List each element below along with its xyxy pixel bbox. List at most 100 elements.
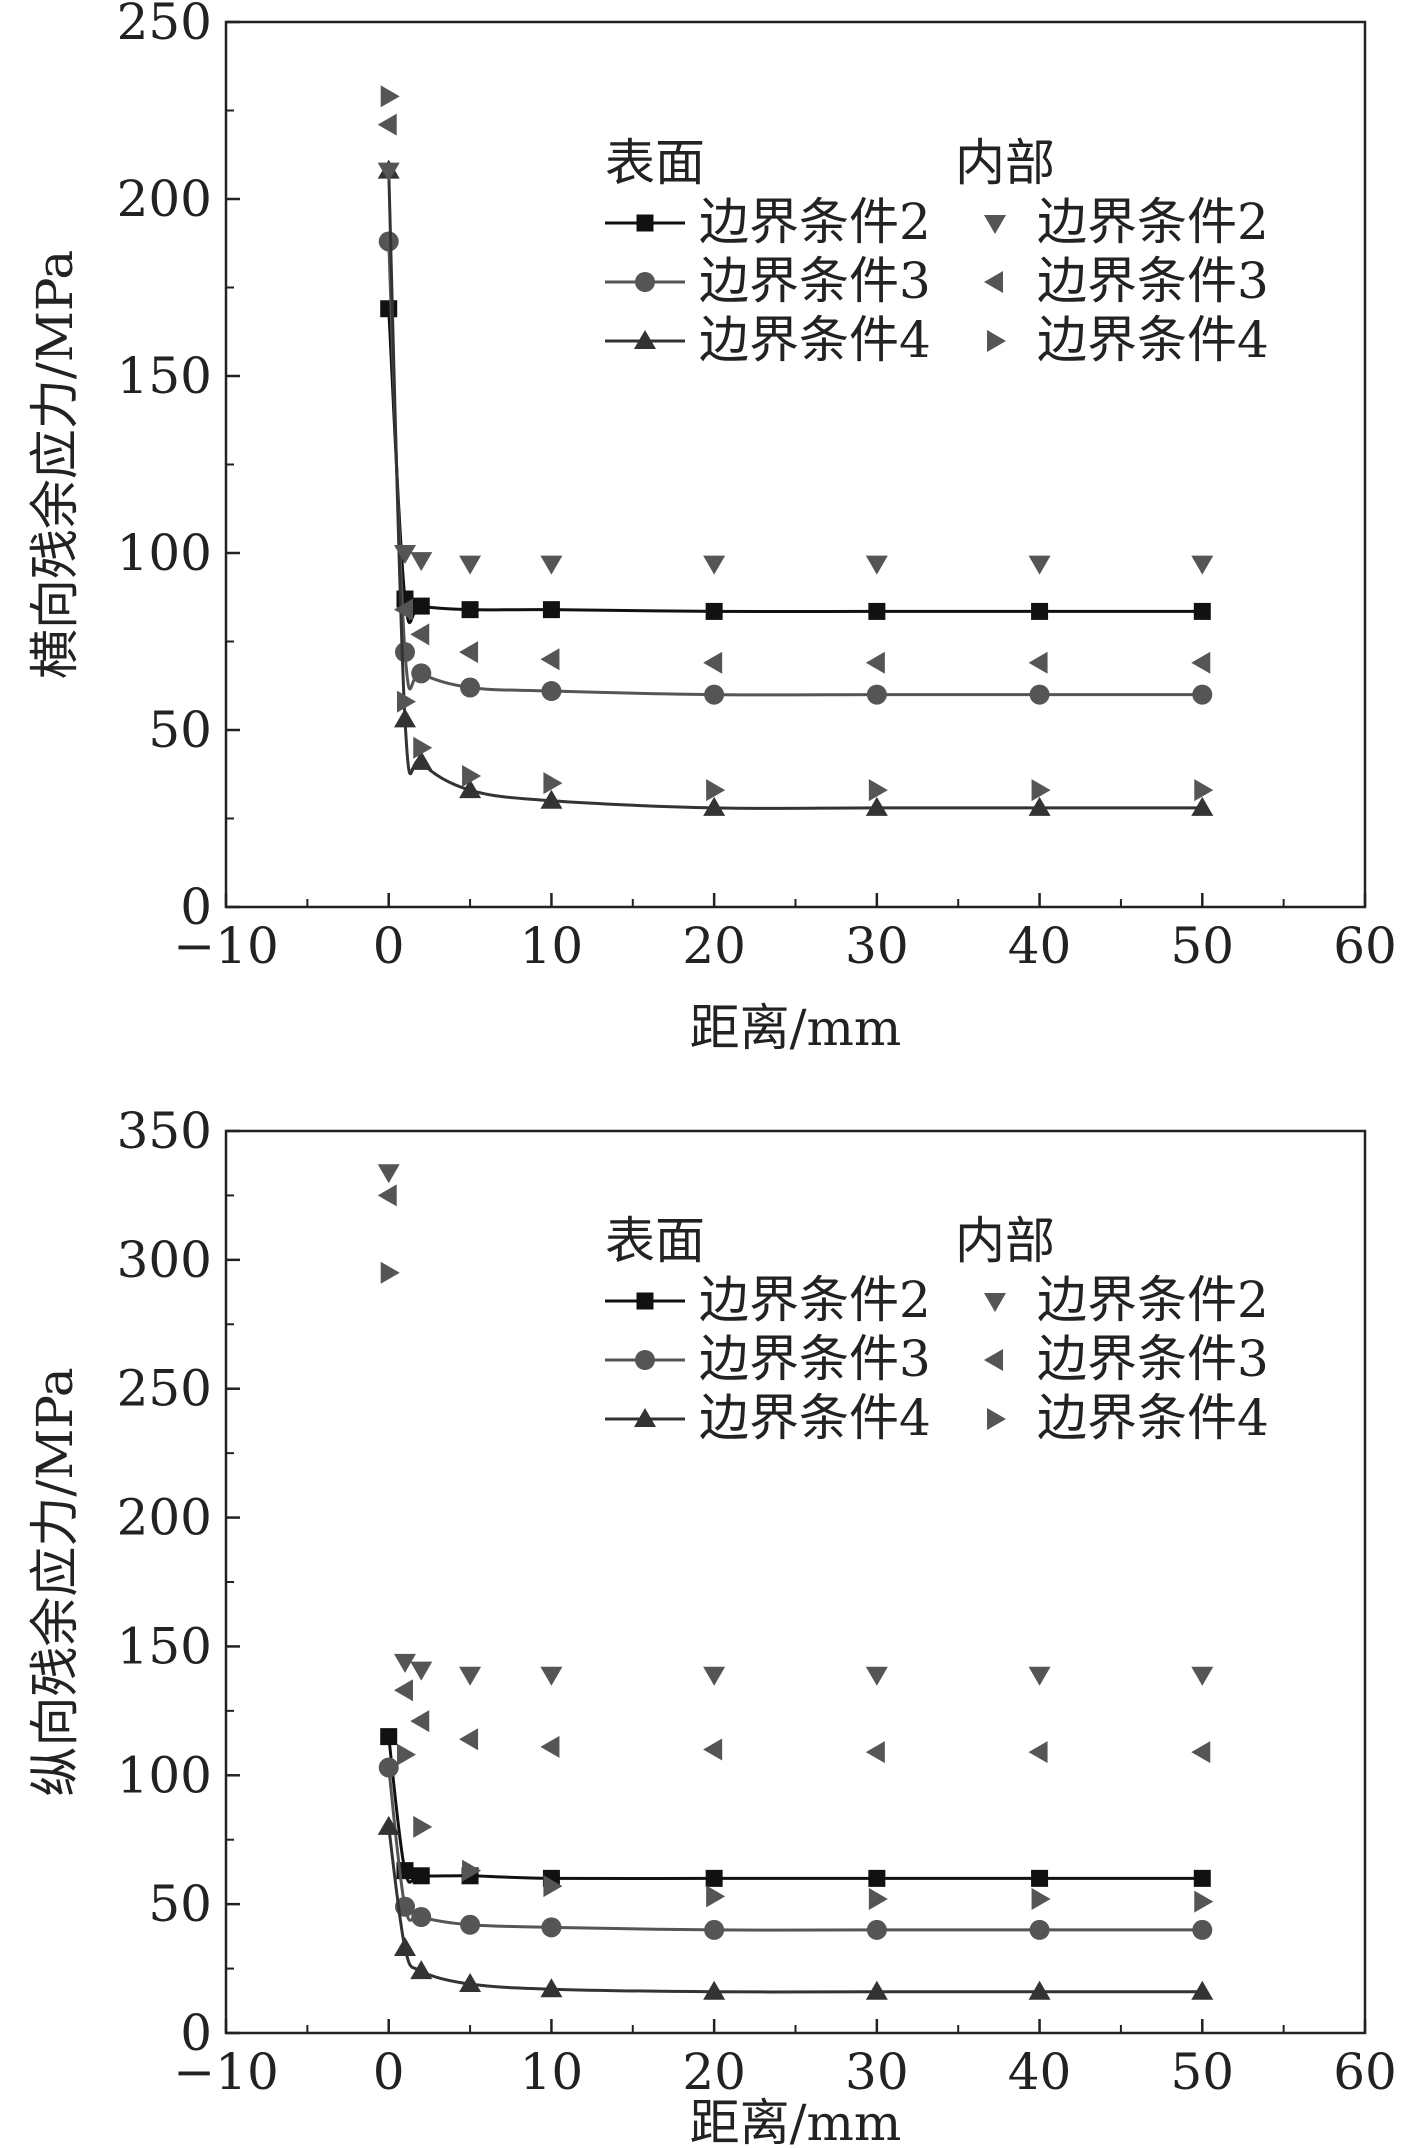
data-point <box>411 663 432 684</box>
y-tick-label: 250 <box>117 0 212 51</box>
legend-marker <box>984 215 1006 234</box>
y-tick-label: 50 <box>148 1875 212 1933</box>
data-point <box>412 1867 430 1885</box>
y-axis-title: 纵向残余应力/MPa <box>26 1367 84 1796</box>
data-point <box>1191 796 1214 816</box>
data-point <box>540 789 563 809</box>
data-point <box>393 1936 416 1956</box>
x-tick-label: 60 <box>1333 917 1397 975</box>
data-point <box>1029 1919 1050 1940</box>
data-point <box>377 113 397 136</box>
data-point <box>703 651 723 674</box>
y-tick-label: 150 <box>117 1617 212 1675</box>
data-point <box>868 1869 886 1887</box>
data-point <box>541 1917 562 1938</box>
data-point <box>410 552 433 572</box>
legend-marker <box>984 271 1003 293</box>
data-point <box>411 1907 432 1928</box>
data-point <box>410 1710 430 1733</box>
x-tick-label: −10 <box>173 917 279 975</box>
data-point <box>459 1728 479 1751</box>
y-tick-label: 200 <box>117 170 212 228</box>
data-point <box>1193 602 1211 620</box>
legend-header-internal: 内部 <box>955 1212 1055 1270</box>
y-tick-label: 300 <box>117 1231 212 1289</box>
data-point <box>413 1815 433 1838</box>
legend-marker <box>636 1292 654 1310</box>
data-point <box>706 1885 726 1908</box>
legend-label: 边界条件3 <box>699 1330 931 1388</box>
data-point <box>377 162 400 182</box>
data-point <box>1191 1666 1214 1686</box>
x-tick-label: −10 <box>173 2043 279 2101</box>
data-point <box>461 601 479 619</box>
series-line <box>387 170 1203 810</box>
data-point <box>1028 555 1051 575</box>
data-point <box>540 1666 563 1686</box>
legend-marker <box>987 330 1006 352</box>
x-tick-label: 40 <box>1008 917 1072 975</box>
y-tick-label: 100 <box>117 524 212 582</box>
series-line <box>387 1826 1203 1994</box>
x-tick-label: 30 <box>845 2043 909 2101</box>
data-point <box>703 1738 723 1761</box>
data-point <box>865 1666 888 1686</box>
y-tick-label: 50 <box>148 701 212 759</box>
x-tick-label: 50 <box>1170 917 1234 975</box>
series-6 <box>380 85 1214 802</box>
data-point <box>1028 651 1048 674</box>
data-point <box>394 642 415 663</box>
data-point <box>1028 796 1051 816</box>
data-point <box>1194 1890 1214 1913</box>
y-tick-label: 250 <box>117 1360 212 1418</box>
x-tick-label: 60 <box>1333 2043 1397 2101</box>
legend-marker <box>636 214 654 232</box>
data-point <box>410 1661 433 1681</box>
series-4 <box>377 162 1214 575</box>
data-point <box>1194 779 1214 802</box>
x-tick-label: 0 <box>373 917 405 975</box>
data-point <box>704 1919 725 1940</box>
legend-marker <box>635 272 655 292</box>
data-point <box>1031 1887 1051 1910</box>
data-point <box>377 1815 400 1835</box>
data-point <box>865 555 888 575</box>
series-2 <box>378 231 1213 705</box>
x-tick-label: 10 <box>520 2043 584 2101</box>
data-point <box>1193 1869 1211 1887</box>
x-tick-label: 50 <box>1170 2043 1234 2101</box>
legend-header-surface: 表面 <box>605 1212 705 1270</box>
data-point <box>459 641 479 664</box>
legend-marker <box>635 1350 655 1370</box>
y-tick-label: 200 <box>117 1489 212 1547</box>
data-point <box>459 1666 482 1686</box>
series-3 <box>377 1815 1214 2000</box>
data-point <box>396 1743 416 1766</box>
x-axis-title: 距离/mm <box>690 2094 902 2148</box>
x-tick-label: 20 <box>682 2043 746 2101</box>
data-point <box>703 555 726 575</box>
data-point <box>460 677 481 698</box>
legend-label: 边界条件2 <box>699 1271 931 1329</box>
data-point <box>866 1919 887 1940</box>
legend-label: 边界条件2 <box>699 193 931 251</box>
series-line <box>387 1736 1203 1884</box>
data-point <box>380 300 398 318</box>
data-point <box>1028 1666 1051 1686</box>
legend-label: 边界条件4 <box>1037 311 1269 369</box>
legend-marker <box>634 1408 656 1427</box>
legend-header-surface: 表面 <box>605 134 705 192</box>
data-point <box>866 684 887 705</box>
data-point <box>703 796 726 816</box>
data-point <box>393 598 413 621</box>
data-point <box>865 1980 888 2000</box>
data-point <box>393 545 416 564</box>
data-point <box>704 684 725 705</box>
data-point <box>1031 602 1049 620</box>
data-point <box>1192 684 1213 705</box>
data-point <box>1028 1980 1051 2000</box>
data-point <box>380 85 400 108</box>
y-tick-label: 350 <box>117 1102 212 1160</box>
